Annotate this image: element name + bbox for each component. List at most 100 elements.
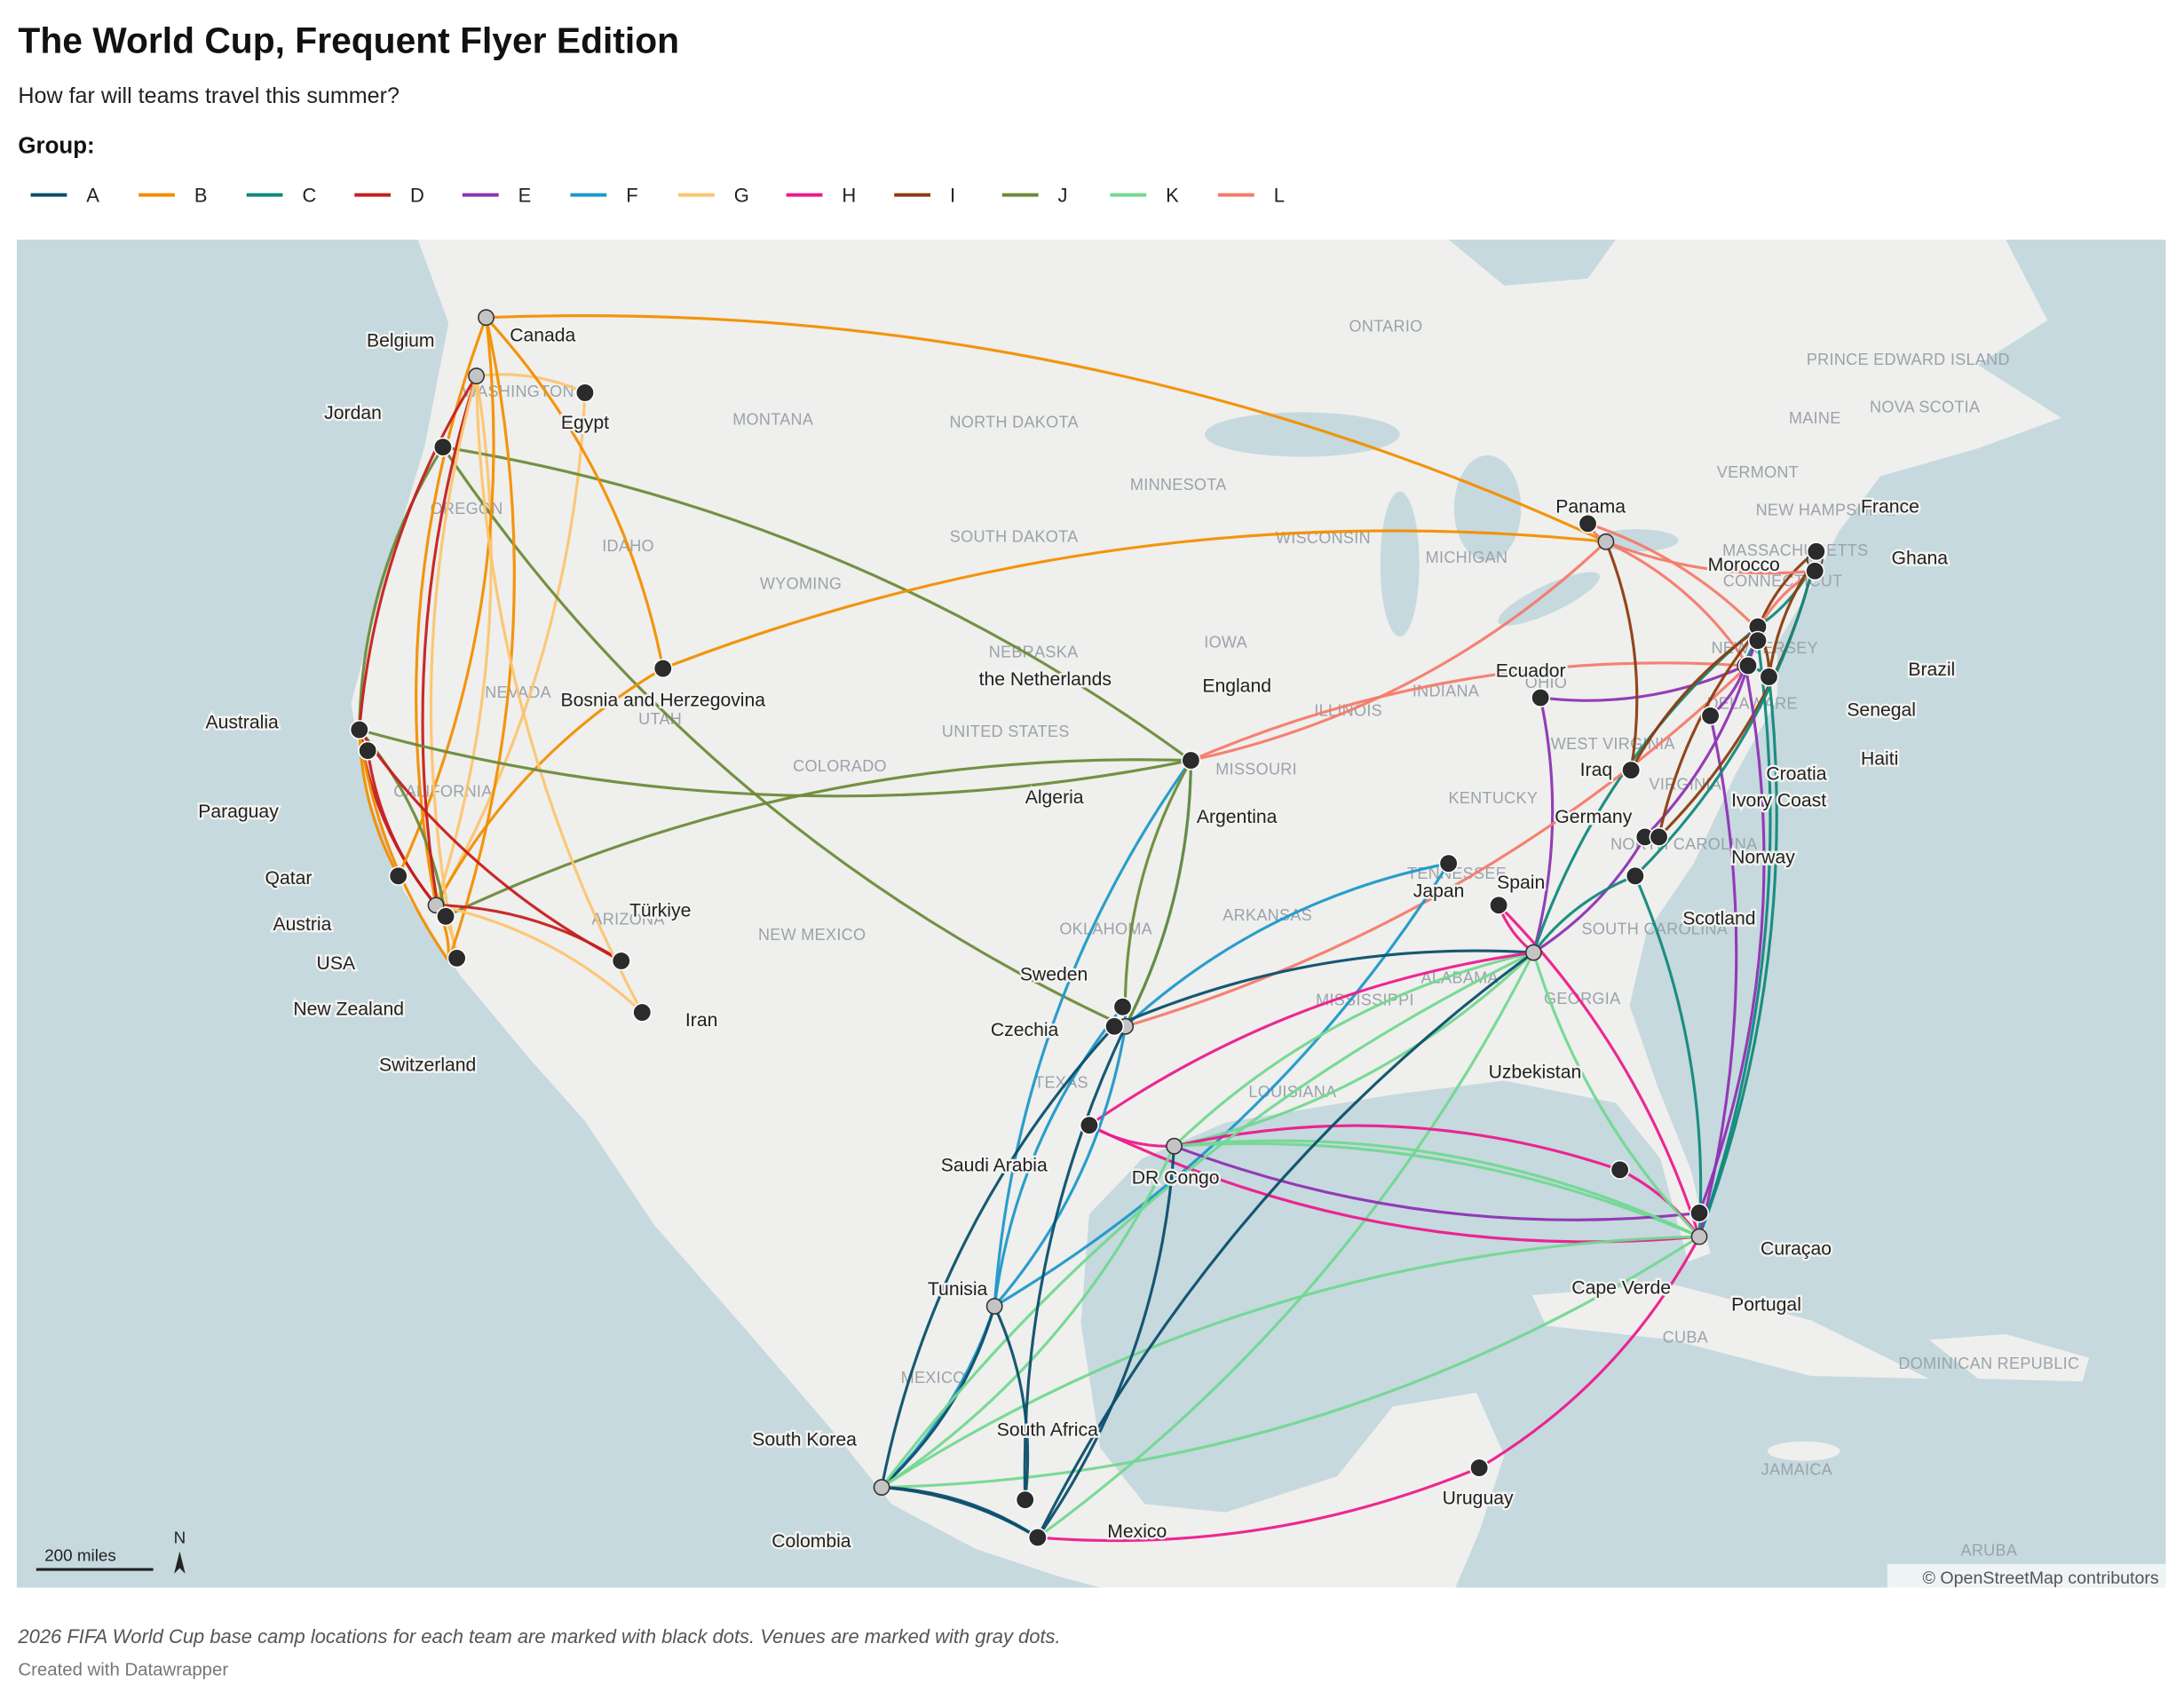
base-camp-dot <box>611 951 631 971</box>
team-label: France <box>1861 496 1919 517</box>
team-label: Spain <box>1497 873 1545 893</box>
base-camp-dot <box>1079 1115 1099 1135</box>
route <box>358 729 622 962</box>
route <box>1174 951 1535 1148</box>
region-label: SOUTH DAKOTA <box>950 527 1079 545</box>
team-label: Czechia <box>991 1020 1059 1040</box>
route <box>1191 541 1607 763</box>
base-camp-dot <box>1700 706 1721 726</box>
team-label: DR Congo <box>1132 1168 1220 1189</box>
region-label: COLORADO <box>793 757 887 775</box>
route <box>1124 862 1449 1028</box>
region-label: ONTARIO <box>1349 317 1423 335</box>
region-label: WASHINGTON <box>462 383 574 400</box>
route <box>1174 1144 1700 1221</box>
region-label: MASSACHUSETTS <box>1722 541 1868 559</box>
region-label: IOWA <box>1204 634 1247 652</box>
team-label: Algeria <box>1025 787 1084 808</box>
region-label: PRINCE EDWARD ISLAND <box>1807 351 2010 368</box>
team-label: Ghana <box>1892 548 1949 568</box>
team-label: Switzerland <box>379 1055 476 1075</box>
team-label: Egypt <box>561 413 609 433</box>
team-label: Canada <box>510 325 575 345</box>
team-label: New Zealand <box>293 1000 404 1020</box>
route <box>1174 1142 1700 1238</box>
legend-label: E <box>518 184 532 206</box>
team-label: USA <box>317 953 356 974</box>
team-label: Argentina <box>1197 807 1278 827</box>
base-camp-dot <box>1649 826 1669 847</box>
region-label: MINNESOTA <box>1130 476 1227 494</box>
base-camp-dot <box>1531 688 1551 707</box>
base-camp-dot <box>1805 561 1825 581</box>
legend-label: J <box>1058 184 1068 206</box>
region-label: ARKANSAS <box>1223 906 1312 924</box>
venue-dot <box>1166 1137 1183 1155</box>
region-label: CUBA <box>1663 1328 1708 1346</box>
subtitle: How far will teams travel this summer? <box>18 83 400 108</box>
region-label: NORTH DAKOTA <box>949 414 1078 431</box>
route <box>1125 664 1750 1028</box>
team-label: Germany <box>1555 807 1632 827</box>
team-label: Morocco <box>1708 555 1780 575</box>
region-label: NEW HAMPSHIRE <box>1756 501 1896 518</box>
team-label: South Africa <box>997 1419 1098 1440</box>
route <box>1634 559 1816 877</box>
base-camp-dot <box>1015 1490 1035 1510</box>
title: The World Cup, Frequent Flyer Edition <box>18 20 679 61</box>
team-label: Brazil <box>1908 660 1955 680</box>
route <box>429 375 479 959</box>
base-camp-dot <box>1489 895 1509 915</box>
region-label: MAINE <box>1789 409 1841 427</box>
base-camp-dot <box>1438 853 1459 873</box>
legend-label: F <box>626 184 637 206</box>
team-label: Sweden <box>1020 964 1088 984</box>
base-camp-dot <box>653 659 673 679</box>
team-label: Cape Verde <box>1571 1277 1671 1298</box>
route <box>1532 874 1636 954</box>
route <box>1634 875 1703 1237</box>
team-label: Colombia <box>772 1531 851 1552</box>
route <box>1697 665 1766 1214</box>
water <box>16 239 2166 1588</box>
route <box>1531 952 1701 1238</box>
team-label: Mexico <box>1107 1521 1167 1542</box>
attribution-bg <box>1887 1563 2166 1588</box>
legend-label: K <box>1166 184 1179 206</box>
team-label: Croatia <box>1766 764 1826 785</box>
attribution: © OpenStreetMap contributors <box>1923 1569 2159 1588</box>
venue-dot <box>873 1479 890 1496</box>
base-camp-dot <box>1747 630 1768 651</box>
legend-label: B <box>194 184 208 206</box>
team-label: England <box>1202 676 1271 697</box>
route <box>1587 522 1760 631</box>
region-label: MICHIGAN <box>1426 549 1508 566</box>
team-label: Iran <box>685 1010 717 1031</box>
route <box>359 728 1191 798</box>
route <box>1478 1236 1701 1469</box>
team-label: South Korea <box>752 1429 857 1450</box>
route <box>1123 759 1192 1027</box>
route <box>434 375 493 906</box>
route <box>1697 676 1778 1237</box>
venue-dot <box>985 1298 1003 1315</box>
route <box>485 316 665 669</box>
legend-label: G <box>734 184 749 206</box>
route <box>358 729 450 962</box>
route <box>366 750 438 906</box>
team-label: Austria <box>273 914 332 935</box>
hudson <box>1448 239 1616 286</box>
scale-label: 200 miles <box>44 1546 116 1565</box>
route <box>1190 661 1745 763</box>
venue-dot <box>1690 1228 1708 1245</box>
route <box>993 1006 1124 1307</box>
route <box>881 1235 1700 1489</box>
legend-label: A <box>86 184 99 206</box>
route <box>434 392 587 906</box>
route <box>1174 1139 1700 1238</box>
base-camp-dot <box>1027 1528 1048 1547</box>
jamaica <box>1767 1441 1840 1461</box>
route <box>1604 541 1639 770</box>
route <box>435 904 644 1014</box>
base-camp-dot <box>1181 750 1201 770</box>
